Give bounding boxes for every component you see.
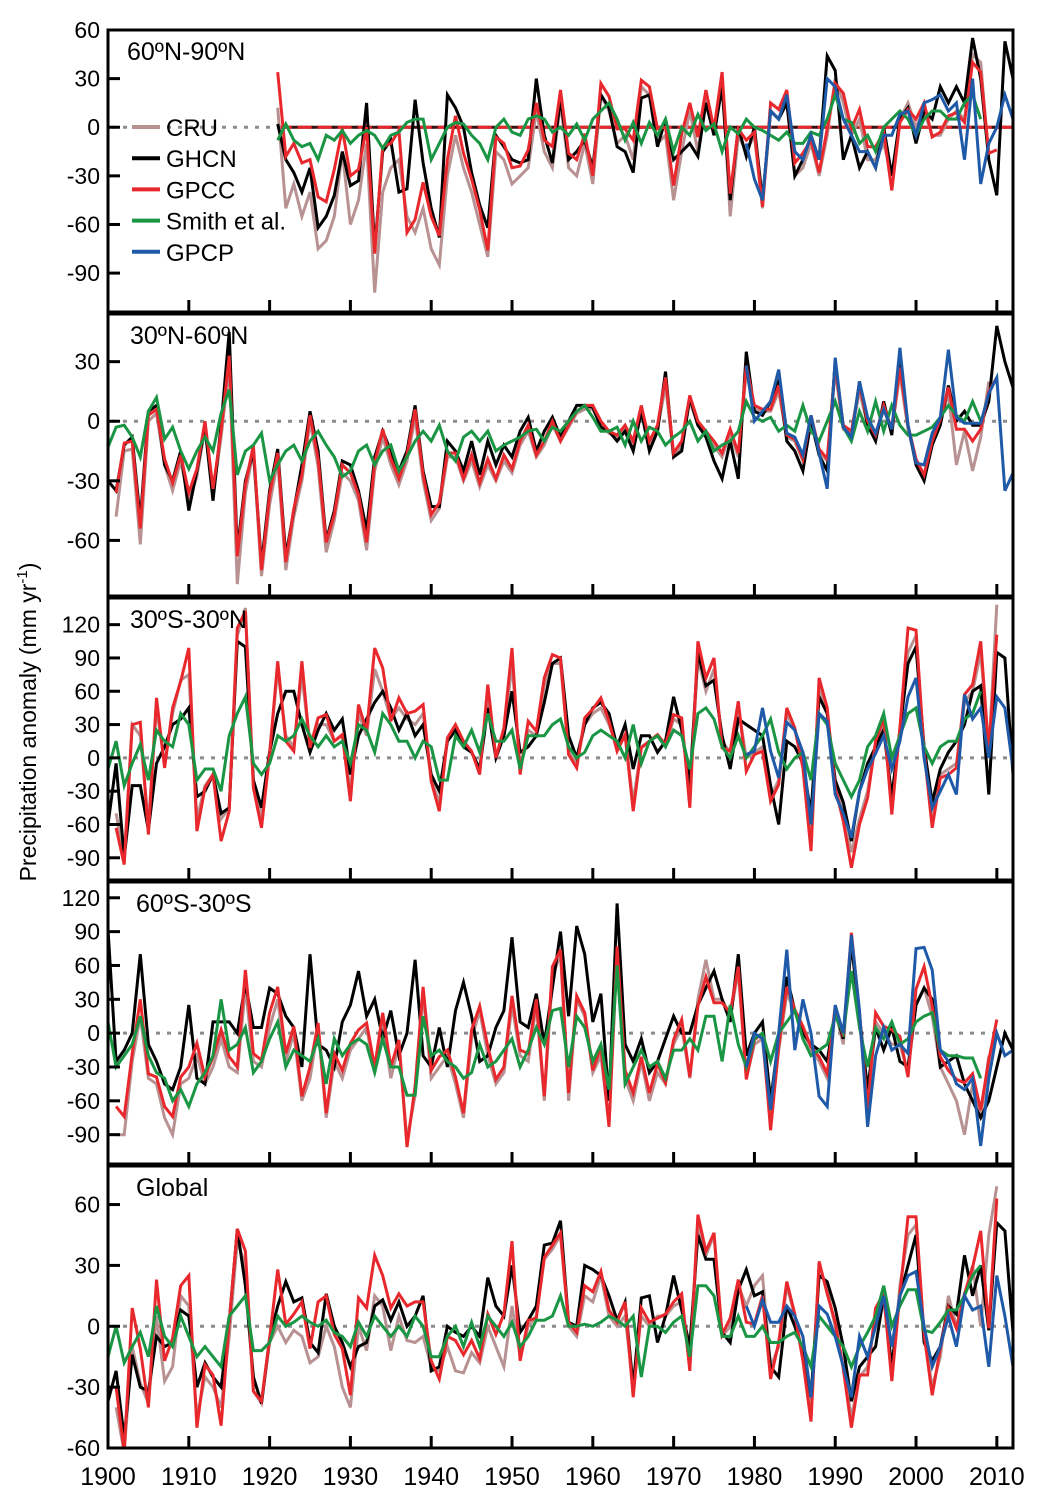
- y-tick-label: -60: [67, 1435, 100, 1461]
- panel-frame: [106, 596, 1015, 882]
- panel-frame: [106, 1164, 1015, 1450]
- panel-title: 60ºN-90ºN: [127, 38, 245, 66]
- legend: CRU GHCN GPCC Smith et al. GPCP: [132, 115, 286, 267]
- y-tick-label: -60: [67, 1088, 100, 1114]
- y-tick-label: 90: [74, 645, 100, 671]
- y-tick-label: 90: [74, 919, 100, 945]
- y-tick-label: -30: [67, 778, 100, 804]
- series-line-gpcc: [114, 355, 999, 571]
- series-group: [108, 325, 1013, 585]
- series-group: [108, 903, 1013, 1148]
- series-line-gpcc: [114, 1198, 999, 1448]
- y-tick-label: -60: [67, 527, 100, 553]
- series-line-gpcp: [744, 75, 1013, 201]
- legend-label: GPCP: [166, 240, 234, 267]
- x-tick-label: 2000: [888, 1463, 944, 1491]
- y-tick-label: 0: [87, 745, 100, 771]
- y-tick-label: 60: [74, 678, 100, 704]
- series-line-gpcp: [744, 1269, 1013, 1398]
- panel-frame: [106, 880, 1015, 1166]
- panel-frame: [106, 312, 1015, 598]
- y-tick-label: 60: [74, 952, 100, 978]
- panel-1: 30 0 -30 -60 30ºN-60ºN: [67, 312, 1015, 598]
- y-tick-label: -30: [67, 1374, 100, 1400]
- series-line-gpcc: [114, 610, 999, 869]
- series-group: [276, 37, 1013, 293]
- legend-label: GHCN: [166, 146, 237, 173]
- x-tick-label: 1970: [646, 1463, 702, 1491]
- series-line-ghcn: [108, 325, 1013, 565]
- series-line-gpcp: [745, 677, 1013, 839]
- series-line-cru: [276, 51, 991, 293]
- y-tick-label: 0: [87, 1313, 100, 1339]
- panel-4: 60 30 0 -30 -60 Global: [67, 1164, 1015, 1461]
- y-tick-label: 30: [74, 986, 100, 1012]
- series-line-smith-et-al-: [108, 389, 983, 486]
- legend-label: Smith et al.: [166, 209, 286, 236]
- series-line-gpcp: [744, 934, 1013, 1147]
- x-tick-label: 1910: [161, 1463, 217, 1491]
- y-tick-label: 30: [74, 1252, 100, 1278]
- y-tick-label: 30: [74, 66, 100, 92]
- x-tick-label: 1950: [484, 1463, 540, 1491]
- x-tick-label: 1960: [565, 1463, 621, 1491]
- legend-label: GPCC: [166, 177, 235, 204]
- panel-0: 60 30 0 -30 -60 -90 60ºN-90ºN: [67, 17, 1015, 314]
- y-tick-label: -30: [67, 163, 100, 189]
- y-tick-label: 120: [62, 612, 100, 638]
- series-line-smith-et-al-: [276, 90, 983, 165]
- series-line-ghcn: [108, 1219, 1013, 1439]
- y-tick-label: 0: [87, 114, 100, 140]
- y-tick-label: 0: [87, 408, 100, 434]
- y-tick-label: -90: [67, 260, 100, 286]
- y-tick-label: 60: [74, 1192, 100, 1218]
- x-tick-label: 2010: [969, 1463, 1025, 1491]
- y-tick-label: -30: [67, 1054, 100, 1080]
- series-group: [108, 1186, 1013, 1448]
- y-tick-label: 30: [74, 712, 100, 738]
- series-line-smith-et-al-: [108, 1264, 982, 1378]
- x-tick-label: 1900: [80, 1463, 136, 1491]
- legend-label: CRU: [166, 115, 218, 142]
- x-tick-label: 1930: [323, 1463, 379, 1491]
- panel-3: 120 90 60 30 0 -30 -60 -90 60ºS-30ºS: [62, 880, 1015, 1166]
- x-tick-label: 1990: [807, 1463, 863, 1491]
- y-tick-label: -60: [67, 211, 100, 237]
- panel-2: 120 90 60 30 0 -30 -60 -90 30ºS-30ºN: [62, 596, 1015, 882]
- series-line-gpcp: [744, 347, 1013, 492]
- x-tick-label: 1920: [242, 1463, 298, 1491]
- y-tick-label: -90: [67, 1122, 100, 1148]
- x-tick-label: 1940: [403, 1463, 459, 1491]
- panel-title: 30ºS-30ºN: [130, 606, 247, 634]
- y-tick-label: -60: [67, 811, 100, 837]
- y-tick-label: 60: [74, 17, 100, 43]
- panel-frame: [106, 28, 1015, 314]
- x-tick-label: 1980: [727, 1463, 783, 1491]
- series-group: [108, 604, 1013, 869]
- y-axis-label: Precipitation anomaly (mm yr-1): [14, 563, 41, 882]
- y-tick-label: 0: [87, 1020, 100, 1046]
- y-tick-label: 120: [62, 885, 100, 911]
- panel-title: 60ºS-30ºS: [136, 890, 252, 918]
- y-tick-label: 30: [74, 349, 100, 375]
- series-line-smith-et-al-: [108, 690, 983, 801]
- y-tick-label: -90: [67, 845, 100, 871]
- y-tick-label: -30: [67, 468, 100, 494]
- panel-title: Global: [136, 1174, 208, 1202]
- series-line-ghcn: [276, 37, 1013, 249]
- panel-title: 30ºN-60ºN: [130, 322, 248, 350]
